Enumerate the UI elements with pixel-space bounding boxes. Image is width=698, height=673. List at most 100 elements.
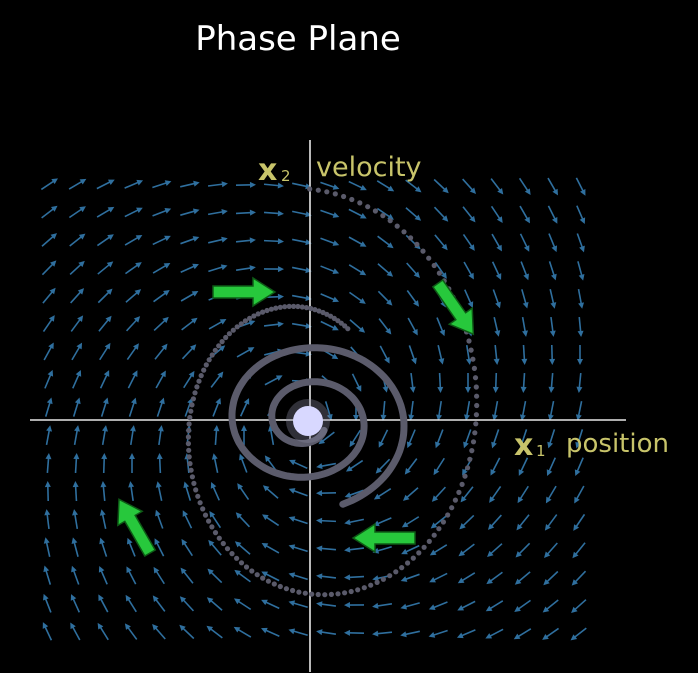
field-arrow xyxy=(99,509,107,529)
field-arrow xyxy=(406,262,420,278)
field-arrow xyxy=(514,571,531,585)
field-arrow xyxy=(207,209,228,216)
trajectory-dot xyxy=(387,218,393,224)
trajectory-dot xyxy=(226,331,232,337)
field-arrow xyxy=(428,629,448,638)
trajectory-dot xyxy=(198,373,204,379)
field-arrow xyxy=(542,627,560,640)
field-arrow xyxy=(462,178,477,194)
trajectory-dot xyxy=(212,347,218,353)
field-arrow xyxy=(181,317,198,331)
field-arrow xyxy=(68,178,87,190)
field-arrow xyxy=(206,625,223,639)
field-arrow xyxy=(72,509,79,530)
field-arrow xyxy=(44,369,54,389)
field-arrow xyxy=(344,518,364,526)
trajectory-dot xyxy=(224,546,231,552)
trajectory-dot xyxy=(309,591,315,597)
field-arrow xyxy=(96,206,115,218)
field-arrow xyxy=(181,344,197,360)
field-arrow xyxy=(289,459,308,470)
field-arrow xyxy=(72,481,79,502)
trajectory-dot xyxy=(243,564,250,570)
stable-focus-point-icon xyxy=(293,406,323,436)
trajectory-dot xyxy=(291,303,297,309)
field-arrow xyxy=(70,594,81,613)
field-arrow xyxy=(152,180,172,189)
trajectory-dot xyxy=(189,474,195,480)
trajectory-dot xyxy=(468,347,474,353)
field-arrow xyxy=(153,316,169,332)
field-arrow xyxy=(241,425,247,445)
trajectory-dot xyxy=(312,307,318,313)
field-arrow xyxy=(493,344,500,365)
field-arrow xyxy=(263,210,284,217)
trajectory-dot xyxy=(472,430,478,436)
field-arrow xyxy=(575,401,583,421)
field-arrow xyxy=(211,453,219,473)
field-arrow xyxy=(490,178,504,195)
field-arrow xyxy=(179,596,195,612)
field-arrow xyxy=(457,600,476,611)
trajectory-dot xyxy=(249,568,255,574)
trajectory-dot xyxy=(456,489,462,495)
field-arrow xyxy=(180,263,199,274)
field-arrow xyxy=(576,205,586,225)
field-arrow xyxy=(571,570,587,586)
trajectory-dot xyxy=(219,339,225,345)
field-arrow xyxy=(520,261,529,281)
field-arrow xyxy=(181,538,194,557)
trajectory-dot xyxy=(394,223,400,229)
field-arrow xyxy=(156,453,163,474)
field-arrow xyxy=(316,462,337,470)
trajectory-dot xyxy=(296,589,302,595)
field-arrow xyxy=(43,593,52,613)
trajectory-dot xyxy=(230,327,236,333)
field-arrow xyxy=(126,566,137,585)
trajectory-dot xyxy=(265,578,271,584)
trajectory-dot xyxy=(365,204,371,210)
trajectory-dot xyxy=(197,500,203,506)
field-arrow xyxy=(348,236,367,247)
trajectory-dot xyxy=(194,384,200,390)
field-arrow xyxy=(288,544,308,553)
field-arrow xyxy=(433,457,445,476)
field-arrow xyxy=(574,485,585,504)
field-arrow xyxy=(42,315,55,333)
field-arrow xyxy=(72,397,81,417)
field-arrow xyxy=(377,235,394,249)
field-arrow xyxy=(344,629,365,636)
field-arrow xyxy=(45,453,52,474)
field-arrow xyxy=(235,181,256,188)
field-arrow xyxy=(68,206,86,219)
field-arrow xyxy=(208,539,222,556)
field-arrow xyxy=(316,601,337,608)
field-arrow xyxy=(376,180,395,192)
field-arrow xyxy=(516,514,530,531)
field-arrow xyxy=(316,573,337,580)
field-arrow xyxy=(577,288,585,309)
trajectory-dot xyxy=(234,324,240,330)
x1-axis-label: x 1 position xyxy=(514,428,669,463)
trajectory-dot xyxy=(462,473,468,479)
field-arrow xyxy=(544,514,558,531)
field-arrow xyxy=(400,573,420,582)
field-arrow xyxy=(320,293,340,303)
trajectory-dot xyxy=(209,352,215,358)
field-arrow xyxy=(98,594,109,613)
field-arrow xyxy=(125,594,137,613)
trajectory-dot xyxy=(357,200,363,206)
field-arrow xyxy=(124,623,138,640)
field-arrow xyxy=(373,488,392,500)
field-arrow xyxy=(518,177,531,196)
trajectory-dot xyxy=(186,454,192,460)
trajectory-dot xyxy=(255,311,261,317)
field-arrow xyxy=(124,262,142,275)
field-arrow xyxy=(318,431,335,445)
trajectory-dot xyxy=(186,447,192,453)
field-arrow xyxy=(400,630,420,638)
field-arrow xyxy=(206,597,223,611)
field-arrow xyxy=(207,568,223,584)
trajectory-dot xyxy=(401,229,407,235)
field-arrow xyxy=(72,370,82,389)
